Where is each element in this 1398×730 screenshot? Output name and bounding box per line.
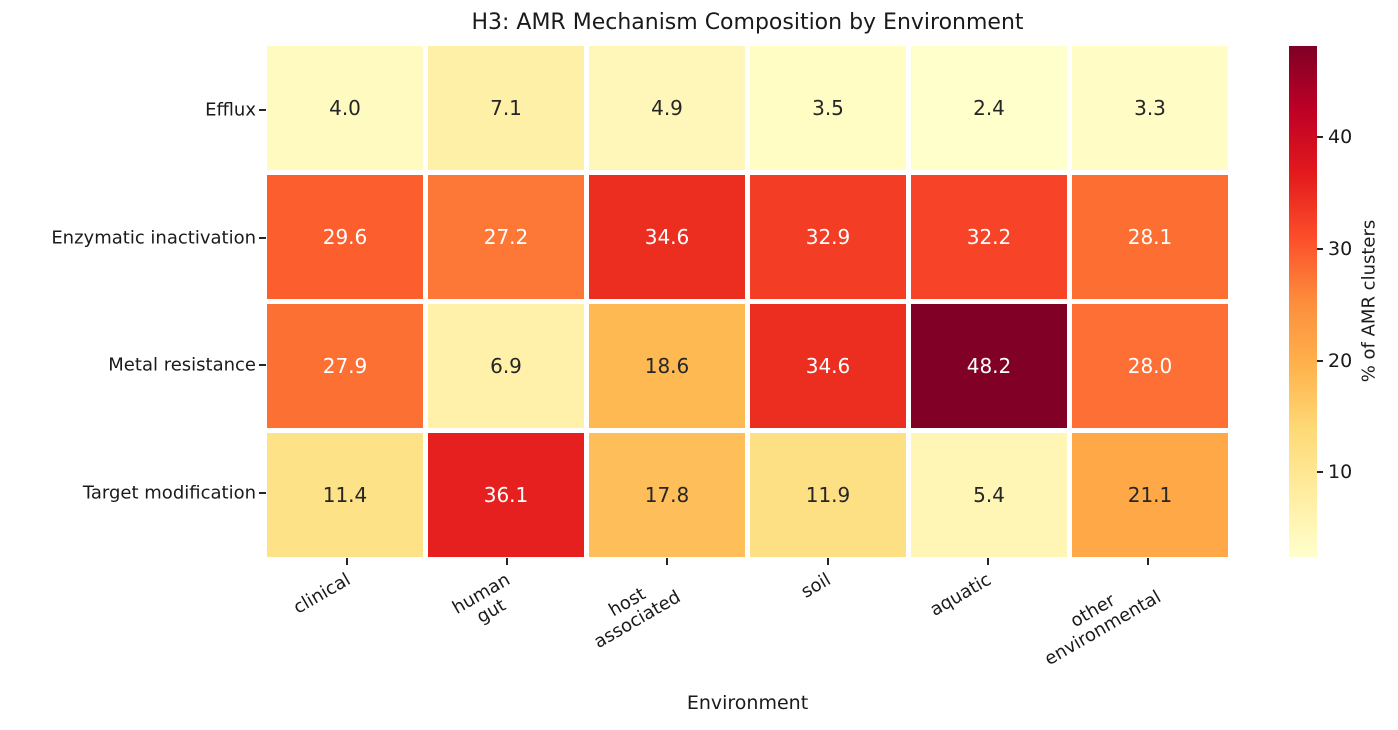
heatmap-cell: 32.9 bbox=[750, 175, 906, 299]
heatmap-cell: 28.1 bbox=[1072, 175, 1228, 299]
heatmap-cell: 48.2 bbox=[911, 304, 1067, 428]
chart-title: H3: AMR Mechanism Composition by Environ… bbox=[471, 10, 1024, 35]
cell-value: 18.6 bbox=[644, 354, 690, 378]
y-tick-label: Target modification bbox=[82, 482, 256, 504]
cell-value: 36.1 bbox=[483, 483, 529, 507]
x-tick-label: host associated bbox=[590, 583, 685, 653]
cell-value: 4.0 bbox=[329, 96, 361, 120]
cell-value: 7.1 bbox=[490, 96, 522, 120]
heatmap-cell: 3.3 bbox=[1072, 46, 1228, 170]
x-tick-label: other environmental bbox=[1041, 586, 1165, 670]
cell-value: 3.5 bbox=[812, 96, 844, 120]
colorbar-tick-mark bbox=[1317, 136, 1323, 139]
cell-value: 34.6 bbox=[805, 354, 851, 378]
cell-value: 28.1 bbox=[1127, 225, 1173, 249]
cell-value: 32.9 bbox=[805, 225, 851, 249]
heatmap-cell: 4.9 bbox=[589, 46, 745, 170]
y-tick-label: Efflux bbox=[205, 99, 256, 121]
heatmap-cell: 27.2 bbox=[428, 175, 584, 299]
x-tick-label: soil bbox=[797, 569, 835, 603]
colorbar-tick-label: 10 bbox=[1328, 461, 1353, 484]
colorbar-gradient bbox=[1289, 46, 1317, 557]
heatmap-cell: 5.4 bbox=[911, 433, 1067, 557]
heatmap-cell: 17.8 bbox=[589, 433, 745, 557]
y-tick-label: Enzymatic inactivation bbox=[51, 227, 256, 249]
colorbar-tick-label: 40 bbox=[1328, 126, 1353, 149]
heatmap-cell: 32.2 bbox=[911, 175, 1067, 299]
heatmap-cell: 2.4 bbox=[911, 46, 1067, 170]
heatmap-cell: 27.9 bbox=[267, 304, 423, 428]
cell-value: 6.9 bbox=[490, 354, 522, 378]
x-tick-mark bbox=[346, 558, 349, 565]
cell-value: 2.4 bbox=[973, 96, 1005, 120]
y-tick-mark bbox=[259, 236, 266, 239]
cell-value: 17.8 bbox=[644, 483, 690, 507]
heatmap-cell: 6.9 bbox=[428, 304, 584, 428]
x-tick-label: human gut bbox=[449, 569, 515, 628]
y-tick-mark bbox=[259, 364, 266, 367]
heatmap-cell: 36.1 bbox=[428, 433, 584, 557]
colorbar-label: % of AMR clusters bbox=[1358, 219, 1380, 383]
x-tick-mark bbox=[986, 558, 989, 565]
x-tick-mark bbox=[666, 558, 669, 565]
heatmap-cell: 11.9 bbox=[750, 433, 906, 557]
colorbar-tick-label: 30 bbox=[1328, 238, 1353, 261]
y-tick-label: Metal resistance bbox=[108, 354, 256, 376]
heatmap-cell: 34.6 bbox=[750, 304, 906, 428]
cell-value: 32.2 bbox=[966, 225, 1012, 249]
heatmap-cell: 29.6 bbox=[267, 175, 423, 299]
x-tick-mark bbox=[826, 558, 829, 565]
colorbar-tick-label: 20 bbox=[1328, 349, 1353, 372]
heatmap-cell: 11.4 bbox=[267, 433, 423, 557]
heatmap-cell: 18.6 bbox=[589, 304, 745, 428]
cell-value: 5.4 bbox=[973, 483, 1005, 507]
x-axis-label: Environment bbox=[686, 692, 809, 714]
x-tick-mark bbox=[506, 558, 509, 565]
heatmap-cell: 34.6 bbox=[589, 175, 745, 299]
cell-value: 27.2 bbox=[483, 225, 529, 249]
cell-value: 28.0 bbox=[1127, 354, 1173, 378]
heatmap-cell: 7.1 bbox=[428, 46, 584, 170]
colorbar-tick-mark bbox=[1317, 471, 1323, 474]
x-tick-label: clinical bbox=[289, 569, 355, 619]
y-tick-mark bbox=[259, 108, 266, 111]
heatmap-cell: 28.0 bbox=[1072, 304, 1228, 428]
x-tick-label: aquatic bbox=[926, 569, 995, 621]
cell-value: 27.9 bbox=[322, 354, 368, 378]
cell-value: 34.6 bbox=[644, 225, 690, 249]
heatmap-cell: 3.5 bbox=[750, 46, 906, 170]
cell-value: 11.9 bbox=[805, 483, 851, 507]
heatmap-grid: 4.0 7.1 4.9 3.5 2.4 3.3 29.6 27.2 34.6 32.9 32.2 28… bbox=[267, 46, 1228, 557]
cell-value: 21.1 bbox=[1127, 483, 1173, 507]
cell-value: 4.9 bbox=[651, 96, 683, 120]
colorbar-tick-mark bbox=[1317, 248, 1323, 251]
cell-value: 48.2 bbox=[966, 354, 1012, 378]
x-tick-mark bbox=[1146, 558, 1149, 565]
heatmap-cell: 21.1 bbox=[1072, 433, 1228, 557]
heatmap-cell: 4.0 bbox=[267, 46, 423, 170]
y-tick-mark bbox=[259, 492, 266, 495]
cell-value: 11.4 bbox=[322, 483, 368, 507]
colorbar-tick-mark bbox=[1317, 359, 1323, 362]
cell-value: 3.3 bbox=[1134, 96, 1166, 120]
cell-value: 29.6 bbox=[322, 225, 368, 249]
